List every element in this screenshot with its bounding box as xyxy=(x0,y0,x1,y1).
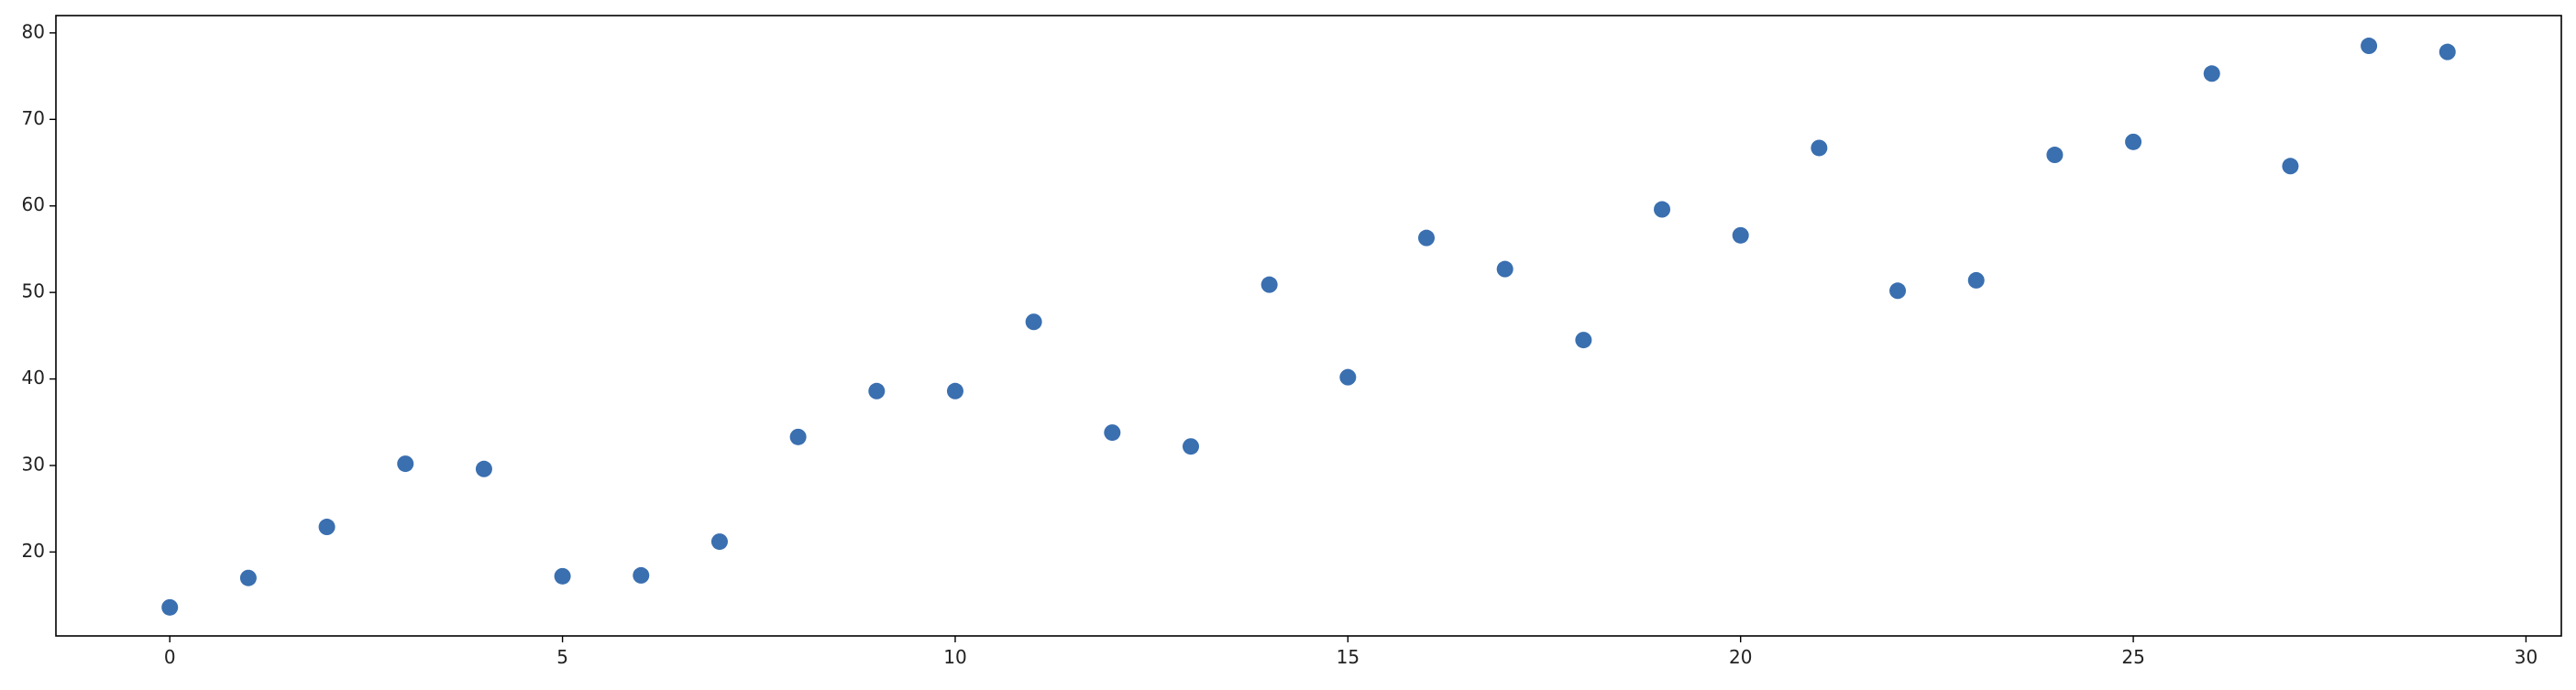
y-tick-label: 30 xyxy=(22,453,45,475)
x-tick-label: 15 xyxy=(1337,646,1360,668)
y-tick-label: 80 xyxy=(22,20,45,42)
scatter-point xyxy=(1025,313,1042,331)
scatter-point xyxy=(946,382,963,400)
scatter-point xyxy=(633,566,650,584)
scatter-point xyxy=(789,428,807,445)
scatter-point xyxy=(2282,158,2299,175)
x-tick-label: 0 xyxy=(164,646,176,668)
data-points xyxy=(161,38,2456,616)
scatter-point xyxy=(239,569,257,586)
scatter-point xyxy=(397,455,414,473)
scatter-point xyxy=(2125,133,2142,150)
scatter-point xyxy=(1575,332,1592,349)
scatter-point xyxy=(1967,271,1985,289)
y-tick-label: 70 xyxy=(22,107,45,129)
scatter-point xyxy=(2438,43,2456,60)
scatter-point xyxy=(1339,368,1357,386)
scatter-point xyxy=(710,533,728,551)
x-tick-label: 10 xyxy=(943,646,966,668)
scatter-point xyxy=(868,382,886,400)
scatter-point xyxy=(1182,438,1199,455)
y-tick-label: 60 xyxy=(22,193,45,215)
scatter-point xyxy=(475,460,492,477)
plot-frame xyxy=(55,15,2562,637)
scatter-point xyxy=(554,567,571,585)
scatter-point xyxy=(1732,226,1749,244)
x-tick-label: 25 xyxy=(2121,646,2144,668)
x-tick-label: 30 xyxy=(2515,646,2537,668)
scatter-point xyxy=(2046,147,2064,164)
scatter-point xyxy=(1496,260,1514,278)
x-tick-label: 5 xyxy=(556,646,568,668)
scatter-point xyxy=(1418,229,1436,246)
x-tick-label: 20 xyxy=(1729,646,1752,668)
y-axis: 20 30 40 50 60 70 80 xyxy=(22,20,56,562)
scatter-point xyxy=(1889,282,1907,300)
scatter-point xyxy=(1260,276,1278,293)
scatter-point xyxy=(161,598,179,616)
y-tick-label: 40 xyxy=(22,367,45,389)
y-tick-label: 50 xyxy=(22,280,45,302)
scatter-point xyxy=(2361,38,2378,55)
x-axis: 0 5 10 15 20 25 30 xyxy=(164,636,2537,668)
scatter-point xyxy=(318,519,336,536)
scatter-point xyxy=(1654,201,1671,218)
scatter-point xyxy=(1104,424,1121,442)
scatter-point xyxy=(2203,65,2220,82)
scatter-point xyxy=(1811,139,1828,157)
y-tick-label: 20 xyxy=(22,540,45,562)
